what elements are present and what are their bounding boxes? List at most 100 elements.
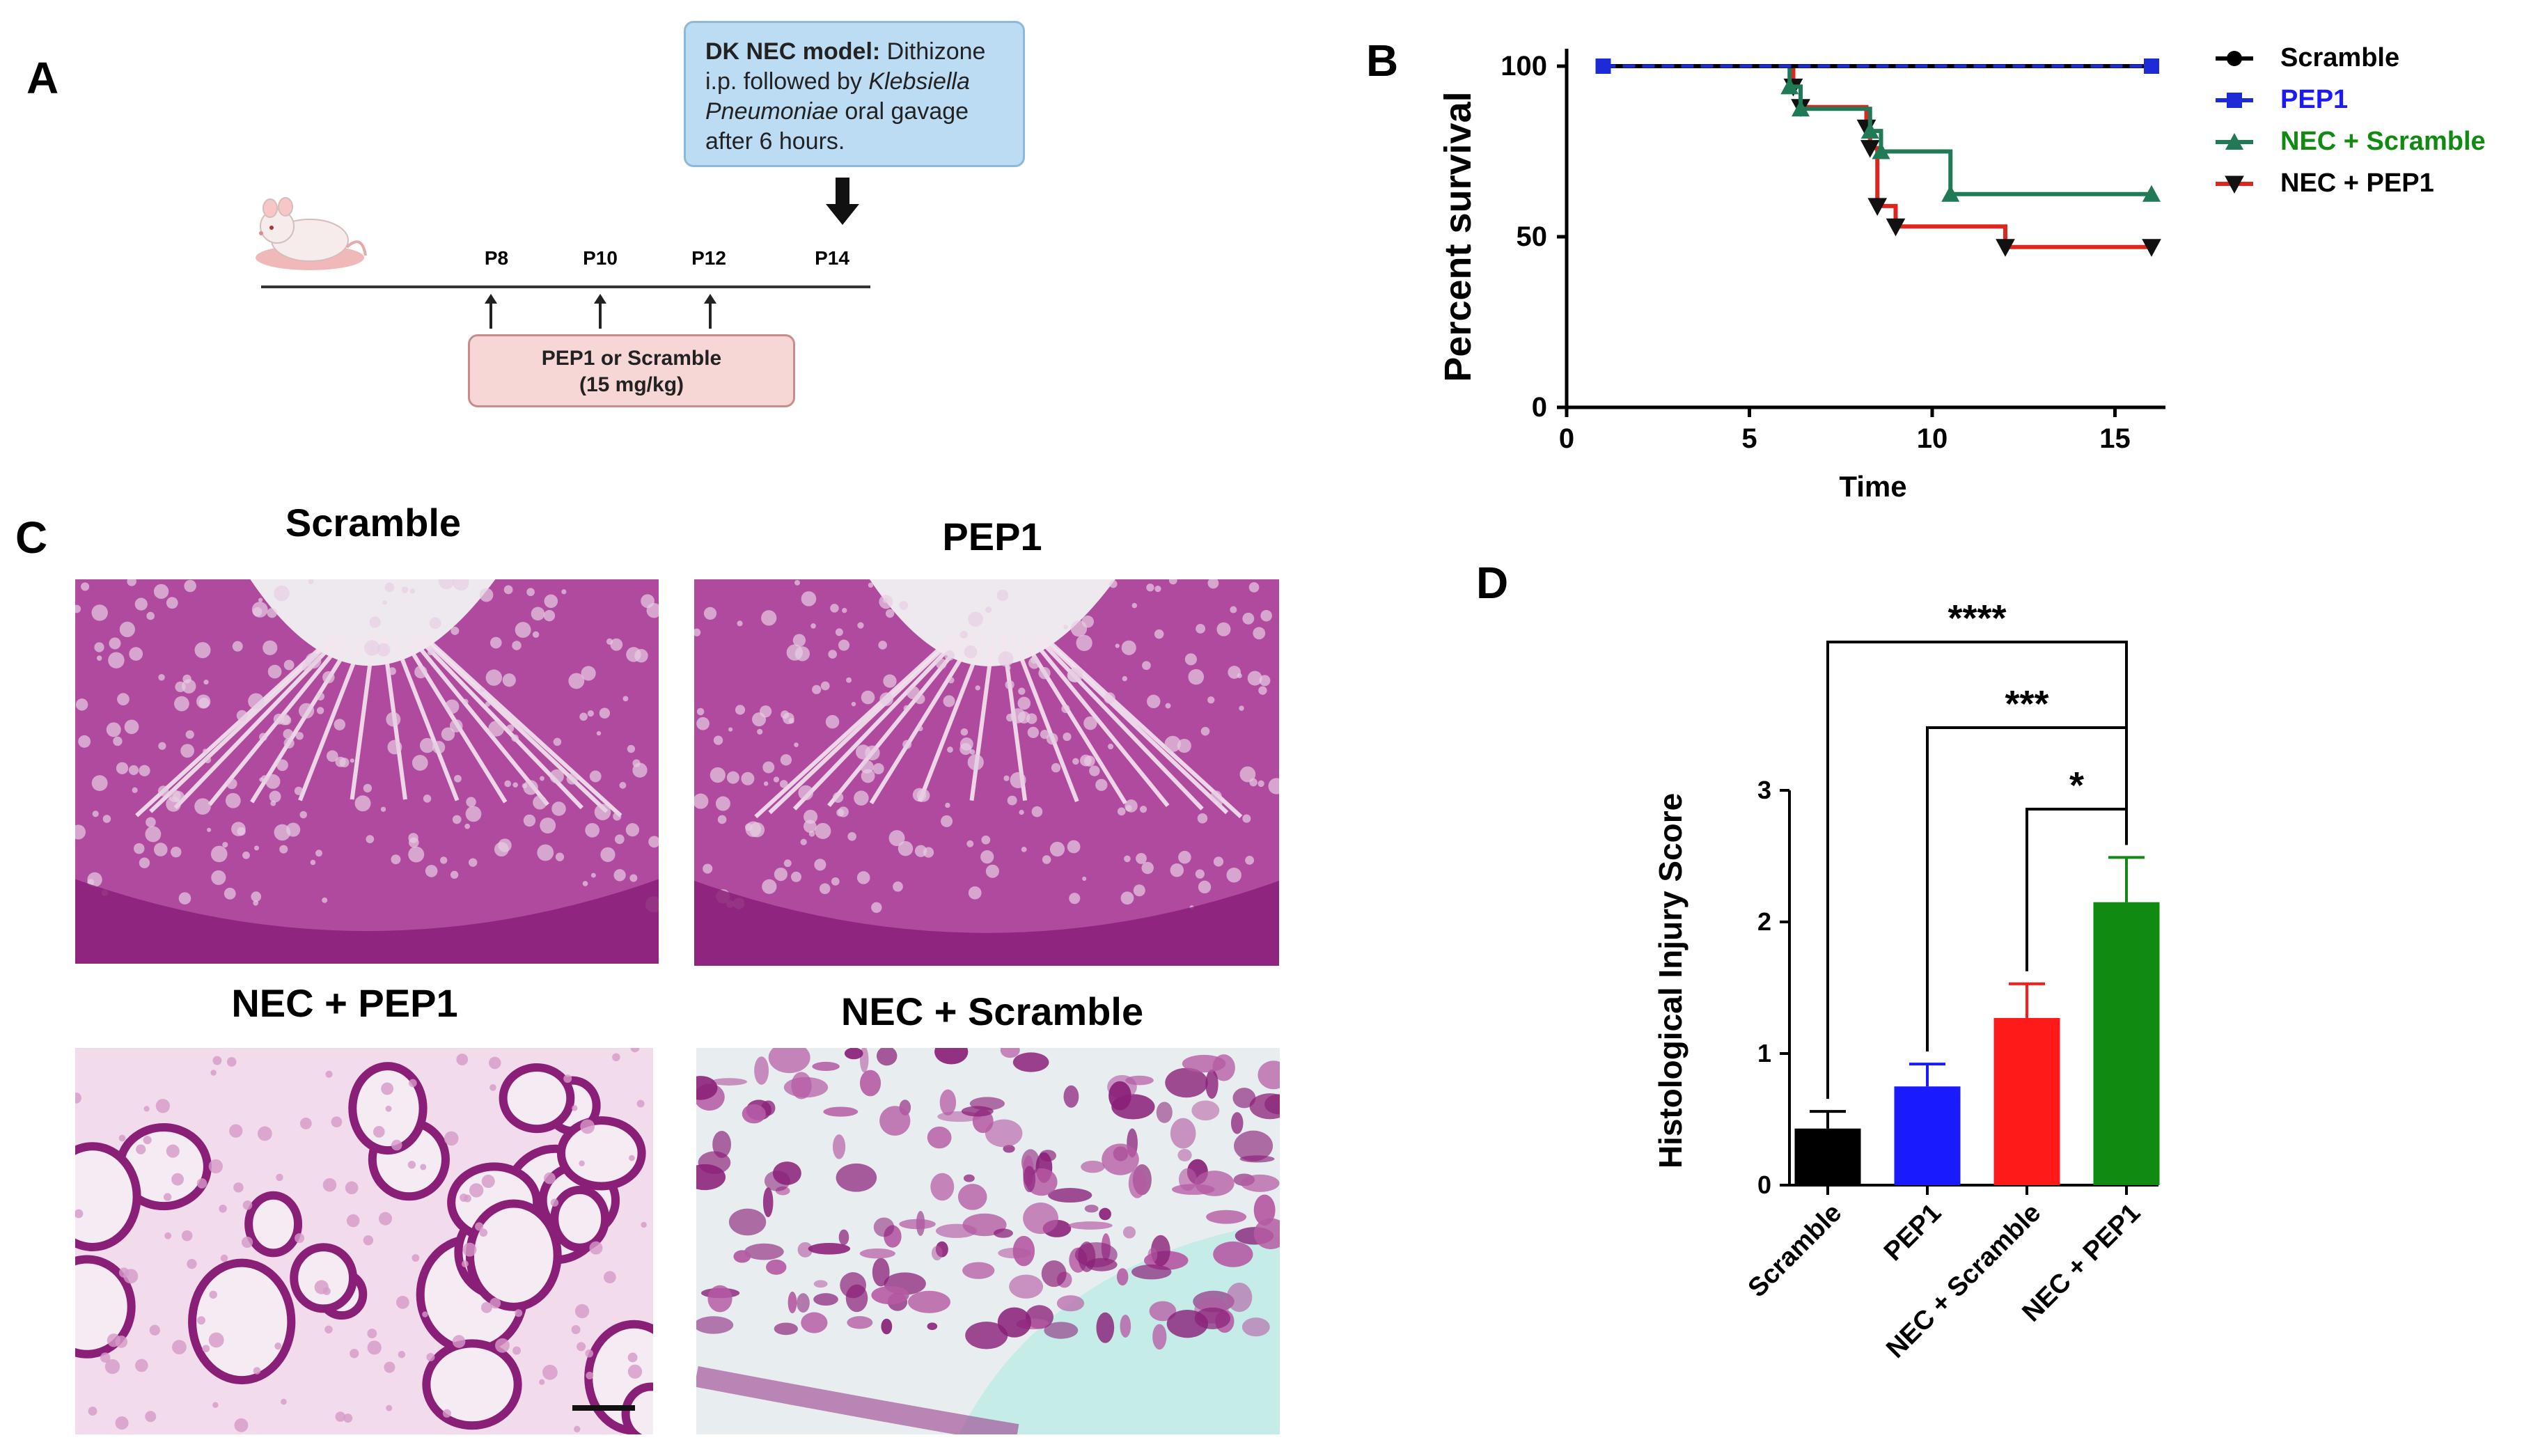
- crypt: [621, 1382, 653, 1434]
- goblet-cell: [842, 608, 847, 613]
- goblet-cell: [872, 762, 884, 775]
- goblet-cell: [283, 728, 293, 739]
- goblet-cell: [316, 707, 324, 714]
- goblet-cell: [232, 641, 243, 652]
- goblet-cell: [322, 1287, 331, 1296]
- goblet-cell: [308, 579, 314, 584]
- tissue-fragment: [812, 1061, 840, 1071]
- goblet-cell: [88, 1407, 97, 1416]
- goblet-cell: [561, 589, 567, 595]
- tissue-fragment: [939, 1089, 957, 1116]
- goblet-cell: [794, 742, 799, 747]
- goblet-cell: [550, 1198, 559, 1207]
- tissue-fragment: [847, 1316, 873, 1329]
- goblet-cell: [363, 1235, 374, 1246]
- tissue-fragment: [927, 1126, 952, 1149]
- goblet-cell: [1210, 790, 1222, 802]
- goblet-cell: [1170, 863, 1184, 877]
- goblet-cell: [299, 811, 308, 819]
- goblet-cell: [1124, 855, 1131, 863]
- goblet-cell: [589, 1241, 603, 1255]
- survival-marker: [1792, 100, 1810, 117]
- goblet-cell: [1117, 807, 1126, 816]
- goblet-cell: [1107, 744, 1114, 750]
- goblet-cell: [981, 835, 991, 845]
- goblet-cell: [1104, 692, 1115, 704]
- tissue-fragment: [1149, 1301, 1177, 1322]
- goblet-cell: [941, 815, 953, 827]
- goblet-cell: [964, 645, 978, 659]
- goblet-cell: [464, 823, 471, 829]
- crypt: [499, 1063, 575, 1134]
- tissue-fragment: [876, 1048, 898, 1066]
- histo-title-pep1: PEP1: [942, 515, 1042, 558]
- goblet-cell: [1207, 579, 1219, 589]
- goblet-cell: [893, 881, 903, 892]
- tissue-fragment: [930, 1173, 955, 1201]
- goblet-cell: [274, 585, 290, 602]
- goblet-cell: [166, 1144, 180, 1158]
- goblet-cell: [542, 1364, 558, 1380]
- x-tick-label: 0: [1559, 423, 1574, 454]
- histology-image-scramble: [75, 579, 659, 964]
- goblet-cell: [253, 606, 262, 617]
- tissue-fragment: [733, 1250, 751, 1263]
- goblet-cell: [181, 1230, 193, 1242]
- goblet-cell: [1213, 856, 1224, 867]
- goblet-cell: [439, 856, 448, 864]
- tissue-fragment: [1120, 1315, 1131, 1338]
- goblet-cell: [860, 760, 874, 774]
- goblet-cell: [398, 1350, 406, 1359]
- bar-nec-pep1: [2093, 902, 2160, 1185]
- goblet-cell: [139, 765, 150, 776]
- goblet-cell: [1154, 629, 1164, 639]
- tissue-fragment: [1044, 1322, 1079, 1339]
- goblet-cell: [1242, 612, 1255, 625]
- goblet-cell: [481, 1174, 495, 1189]
- goblet-cell: [164, 1232, 172, 1239]
- muscle-layer: [696, 1366, 1019, 1434]
- goblet-cell: [253, 1367, 261, 1375]
- tissue-fragment: [1195, 1171, 1235, 1196]
- tissue-fragment: [1177, 1149, 1192, 1161]
- goblet-cell: [479, 588, 494, 602]
- goblet-cell: [1042, 855, 1051, 864]
- goblet-cell: [648, 836, 659, 848]
- model-box-line3: oral gavage: [838, 98, 969, 125]
- goblet-cell: [178, 892, 191, 905]
- goblet-cell: [539, 1379, 545, 1385]
- goblet-cell: [345, 1181, 359, 1195]
- goblet-cell: [212, 1056, 222, 1065]
- goblet-cell: [780, 754, 792, 766]
- goblet-cell: [579, 712, 588, 721]
- goblet-cell: [1136, 852, 1147, 864]
- tissue-fragment: [808, 1243, 851, 1255]
- panel-a-label: A: [26, 53, 59, 103]
- villus-gap: [350, 636, 376, 800]
- goblet-cell: [571, 1105, 578, 1111]
- model-box-line4: after 6 hours.: [705, 128, 845, 155]
- goblet-cell: [124, 719, 139, 735]
- tissue-fragment: [899, 1219, 936, 1230]
- goblet-cell: [469, 1183, 484, 1198]
- goblet-cell: [450, 626, 460, 635]
- y-tick-label: 2: [1757, 907, 1771, 936]
- goblet-cell: [696, 717, 710, 730]
- goblet-cell: [996, 589, 1009, 602]
- goblet-cell: [184, 579, 196, 593]
- goblet-cell: [1196, 623, 1206, 634]
- goblet-cell: [1021, 847, 1027, 852]
- goblet-cell: [119, 621, 135, 638]
- goblet-cell: [494, 842, 509, 857]
- goblet-cell: [104, 1359, 120, 1375]
- goblet-cell: [1177, 738, 1191, 753]
- goblet-cell: [194, 798, 211, 815]
- goblet-cell: [322, 1178, 337, 1192]
- tissue-fragment: [728, 1208, 767, 1236]
- goblet-cell: [456, 1054, 469, 1065]
- goblet-cell: [219, 1205, 227, 1213]
- tissue-fragment: [1023, 1202, 1059, 1235]
- goblet-cell: [948, 677, 955, 684]
- goblet-cell: [703, 606, 717, 620]
- goblet-cell: [260, 775, 269, 783]
